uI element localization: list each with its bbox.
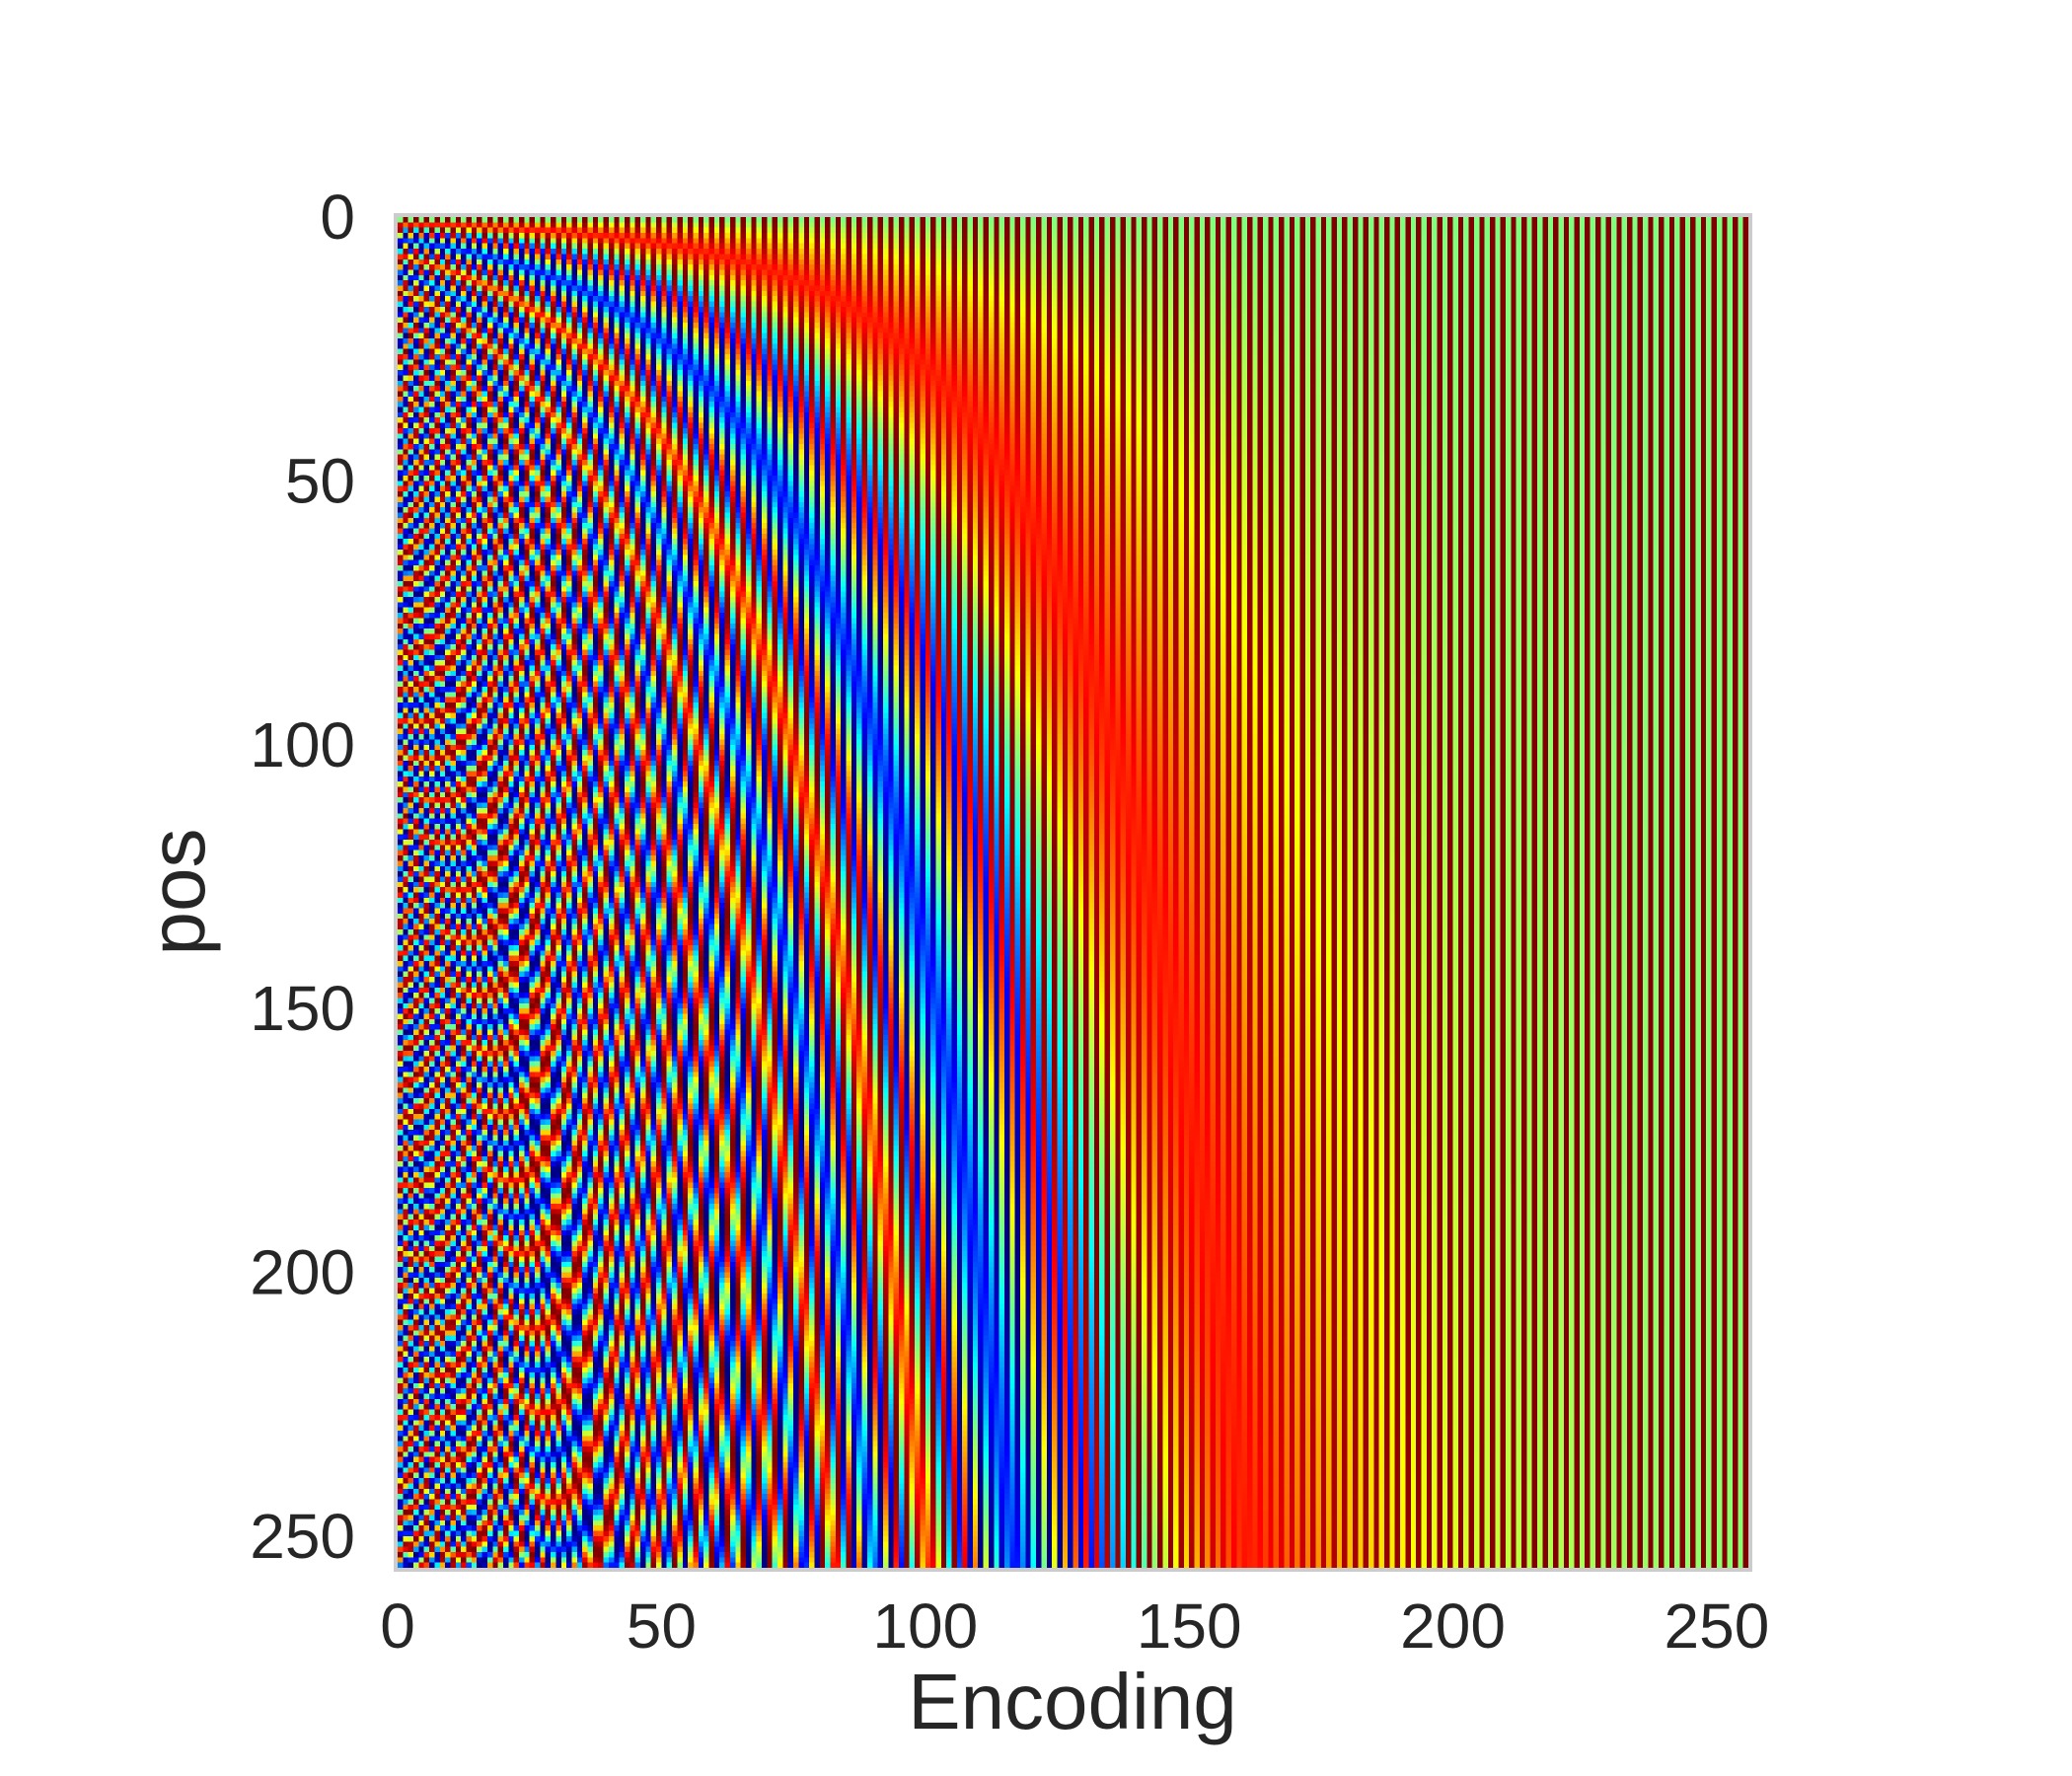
heatmap-plot-area bbox=[394, 213, 1752, 1572]
x-tick-label: 250 bbox=[1665, 1591, 1770, 1662]
x-axis-ticks: 0 50 100 150 200 250 bbox=[380, 1591, 1769, 1662]
x-tick-label: 0 bbox=[380, 1591, 415, 1662]
x-tick-label: 200 bbox=[1400, 1591, 1506, 1662]
x-axis-label: Encoding bbox=[908, 1658, 1237, 1745]
x-tick-label: 100 bbox=[872, 1591, 978, 1662]
y-tick-label: 200 bbox=[250, 1237, 355, 1308]
y-tick-label: 150 bbox=[250, 973, 355, 1044]
y-tick-label: 100 bbox=[250, 709, 355, 780]
x-tick-label: 150 bbox=[1137, 1591, 1242, 1662]
y-axis-label: pos bbox=[133, 829, 221, 956]
y-tick-label: 250 bbox=[250, 1501, 355, 1572]
heatmap-image bbox=[398, 217, 1748, 1568]
y-tick-label: 0 bbox=[320, 182, 355, 253]
y-tick-label: 50 bbox=[285, 445, 355, 516]
x-tick-label: 50 bbox=[627, 1591, 697, 1662]
y-axis-ticks: 0 50 100 150 200 250 bbox=[250, 182, 355, 1572]
